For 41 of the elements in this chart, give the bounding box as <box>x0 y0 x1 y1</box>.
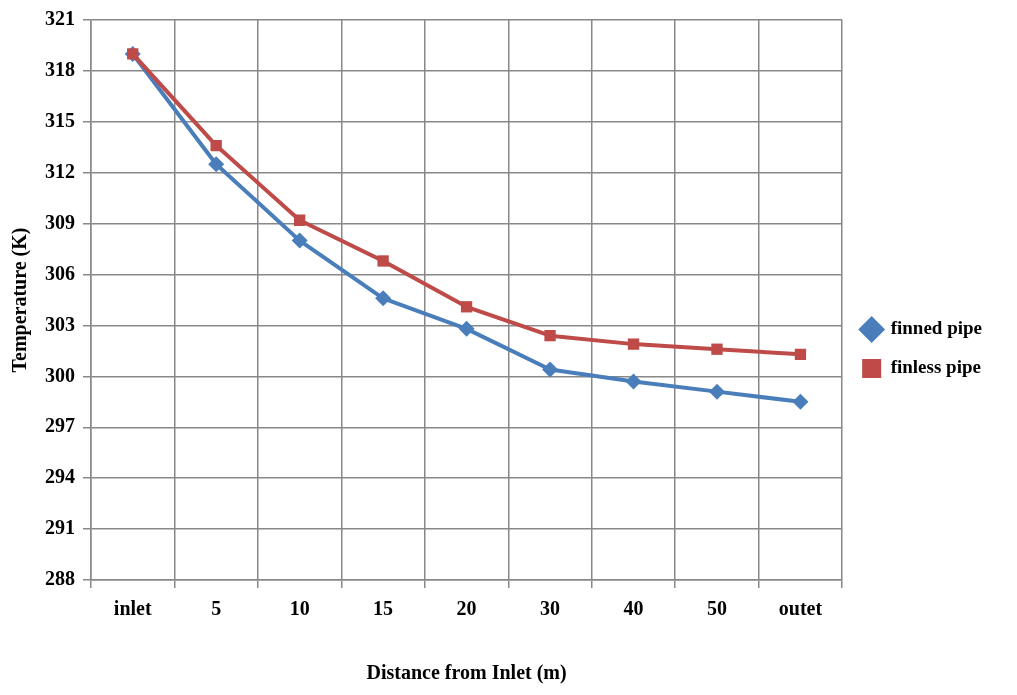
x-tick-label: inlet <box>113 597 152 620</box>
point <box>792 393 809 410</box>
y-tick-label: 312 <box>45 159 75 182</box>
y-tick-label: 297 <box>45 414 75 437</box>
x-tick-label: 50 <box>706 597 727 620</box>
x-tick-label: 20 <box>456 597 477 620</box>
point <box>458 320 475 337</box>
point <box>544 329 556 342</box>
y-tick-label: 303 <box>45 312 75 335</box>
y-tick-label: 306 <box>45 261 75 284</box>
point <box>294 214 306 226</box>
legend-label: finned pipe <box>890 317 983 339</box>
x-tick-label: 40 <box>623 597 644 620</box>
point <box>708 383 725 400</box>
point <box>794 348 807 360</box>
y-tick-label: 300 <box>45 363 75 386</box>
x-tick-label: 5 <box>211 597 222 620</box>
y-tick-label: 318 <box>45 58 75 81</box>
point <box>711 343 723 355</box>
x-tick-label: 15 <box>373 597 394 620</box>
x-tick-label: outet <box>778 597 823 620</box>
point <box>625 373 642 390</box>
y-tick-label: 321 <box>45 7 75 30</box>
point <box>460 301 473 313</box>
point <box>291 232 308 249</box>
y-tick-label: 294 <box>45 465 75 488</box>
x-tick-label: 30 <box>540 597 561 620</box>
point <box>627 338 640 350</box>
point <box>542 361 559 378</box>
point <box>375 290 392 307</box>
point <box>377 255 389 267</box>
point <box>208 156 225 173</box>
point <box>210 139 222 152</box>
legend-label: finless pipe <box>890 356 981 378</box>
y-tick-label: 288 <box>45 567 75 590</box>
y-tick-label: 309 <box>45 210 75 233</box>
y-axis-title: Temperature (K) <box>8 227 32 373</box>
x-axis-title: Distance from Inlet (m) <box>366 661 567 685</box>
y-tick-label: 315 <box>45 108 75 131</box>
x-tick-label: 10 <box>289 597 310 620</box>
y-tick-label: 291 <box>45 516 75 539</box>
